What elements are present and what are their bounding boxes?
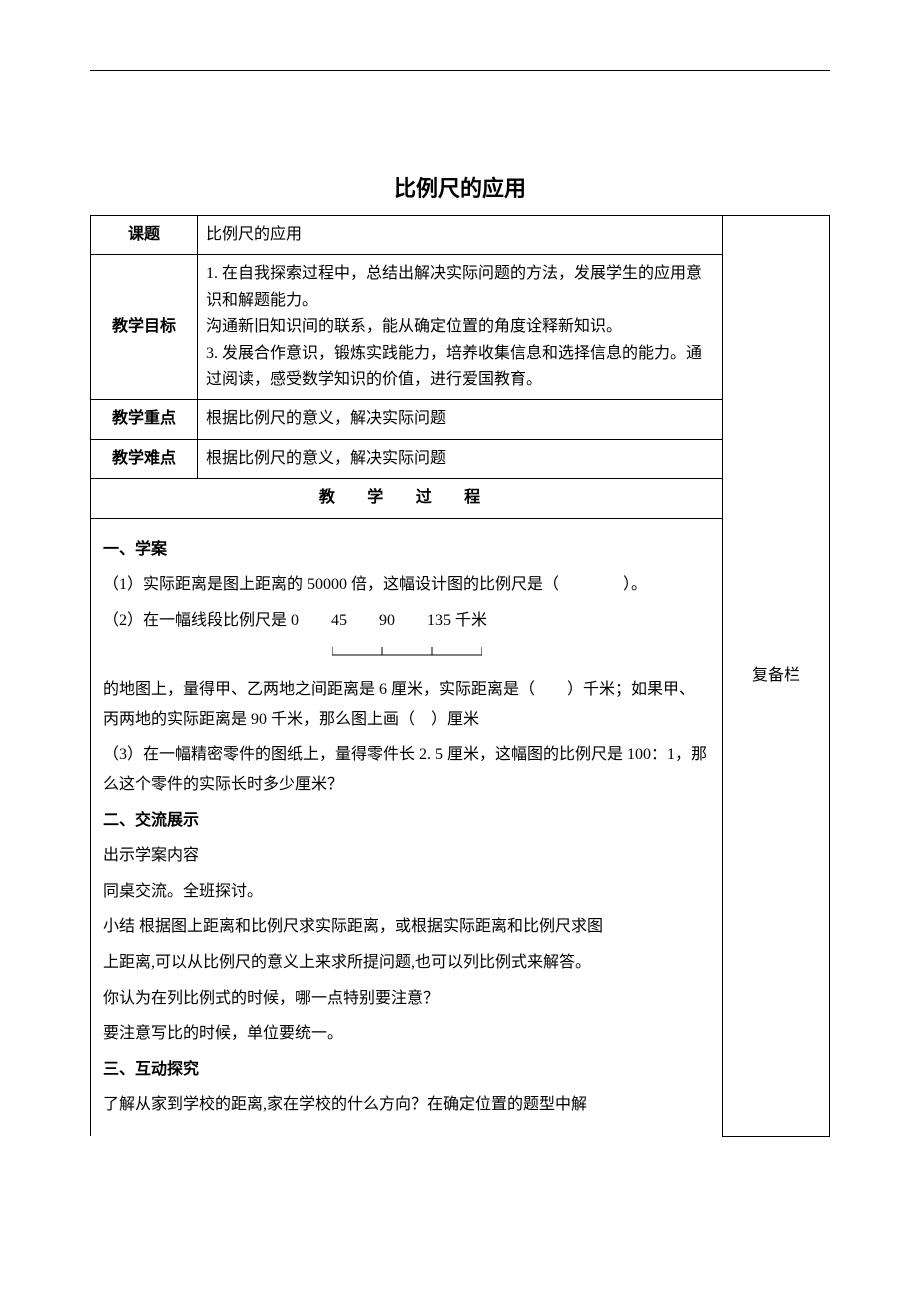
section-3-title: 三、互动探究 [103,1055,710,1085]
remark-column: 复备栏 [723,216,830,1137]
s2-line-2: 同桌交流。全班探讨。 [103,877,710,907]
lesson-plan-table: 课题 比例尺的应用 复备栏 教学目标 1. 在自我探索过程中，总结出解决实际问题… [90,215,830,1137]
label-diff: 教学难点 [91,439,198,478]
q1: （1）实际距离是图上距离的 50000 倍，这幅设计图的比例尺是（ ）。 [103,570,710,600]
value-goal: 1. 在自我探索过程中，总结出解决实际问题的方法，发展学生的应用意识和解题能力。… [198,255,723,400]
goal-line-3: 3. 发展合作意识，锻炼实践能力，培养收集信息和选择信息的能力。通过阅读，感受数… [206,345,702,388]
goal-line-1: 1. 在自我探索过程中，总结出解决实际问题的方法，发展学生的应用意识和解题能力。 [206,265,702,308]
s3-line-1: 了解从家到学校的距离,家在学校的什么方向？在确定位置的题型中解 [103,1090,710,1120]
scale-bar-icon [332,643,482,661]
row-body: 一、学案 （1）实际距离是图上距离的 50000 倍，这幅设计图的比例尺是（ ）… [91,518,830,1136]
value-key: 根据比例尺的意义，解决实际问题 [198,400,723,439]
goal-line-2: 沟通新旧知识间的联系，能从确定位置的角度诠释新知识。 [206,318,622,335]
section-2-title: 二、交流展示 [103,806,710,836]
section-1-title: 一、学案 [103,535,710,565]
row-key-point: 教学重点 根据比例尺的意义，解决实际问题 [91,400,830,439]
value-diff: 根据比例尺的意义，解决实际问题 [198,439,723,478]
s2-line-4: 上距离,可以从比例尺的意义上来求所提问题,也可以列比例式来解答。 [103,948,710,978]
process-header: 教 学 过 程 [91,479,723,518]
value-topic: 比例尺的应用 [198,216,723,255]
label-key: 教学重点 [91,400,198,439]
process-body: 一、学案 （1）实际距离是图上距离的 50000 倍，这幅设计图的比例尺是（ ）… [91,518,723,1136]
label-goal: 教学目标 [91,255,198,400]
row-difficulty: 教学难点 根据比例尺的意义，解决实际问题 [91,439,830,478]
row-process-header: 教 学 过 程 [91,479,830,518]
s2-line-1: 出示学案内容 [103,841,710,871]
q2-part-b: 的地图上，量得甲、乙两地之间距离是 6 厘米，实际距离是（ ）千米；如果甲、丙两… [103,675,710,734]
s2-line-3: 小结 根据图上距离和比例尺求实际距离，或根据实际距离和比例尺求图 [103,912,710,942]
top-rule-line [90,70,830,71]
q2-part-a: （2）在一幅线段比例尺是 0 45 90 135 千米 [103,606,710,636]
s2-line-5: 你认为在列比例式的时候，哪一点特别要注意？ [103,984,710,1014]
row-topic: 课题 比例尺的应用 复备栏 [91,216,830,255]
row-goal: 教学目标 1. 在自我探索过程中，总结出解决实际问题的方法，发展学生的应用意识和… [91,255,830,400]
q3: （3）在一幅精密零件的图纸上，量得零件长 2. 5 厘米，这幅图的比例尺是 10… [103,740,710,799]
s2-line-6: 要注意写比的时候，单位要统一。 [103,1019,710,1049]
label-topic: 课题 [91,216,198,255]
document-title: 比例尺的应用 [90,171,830,203]
